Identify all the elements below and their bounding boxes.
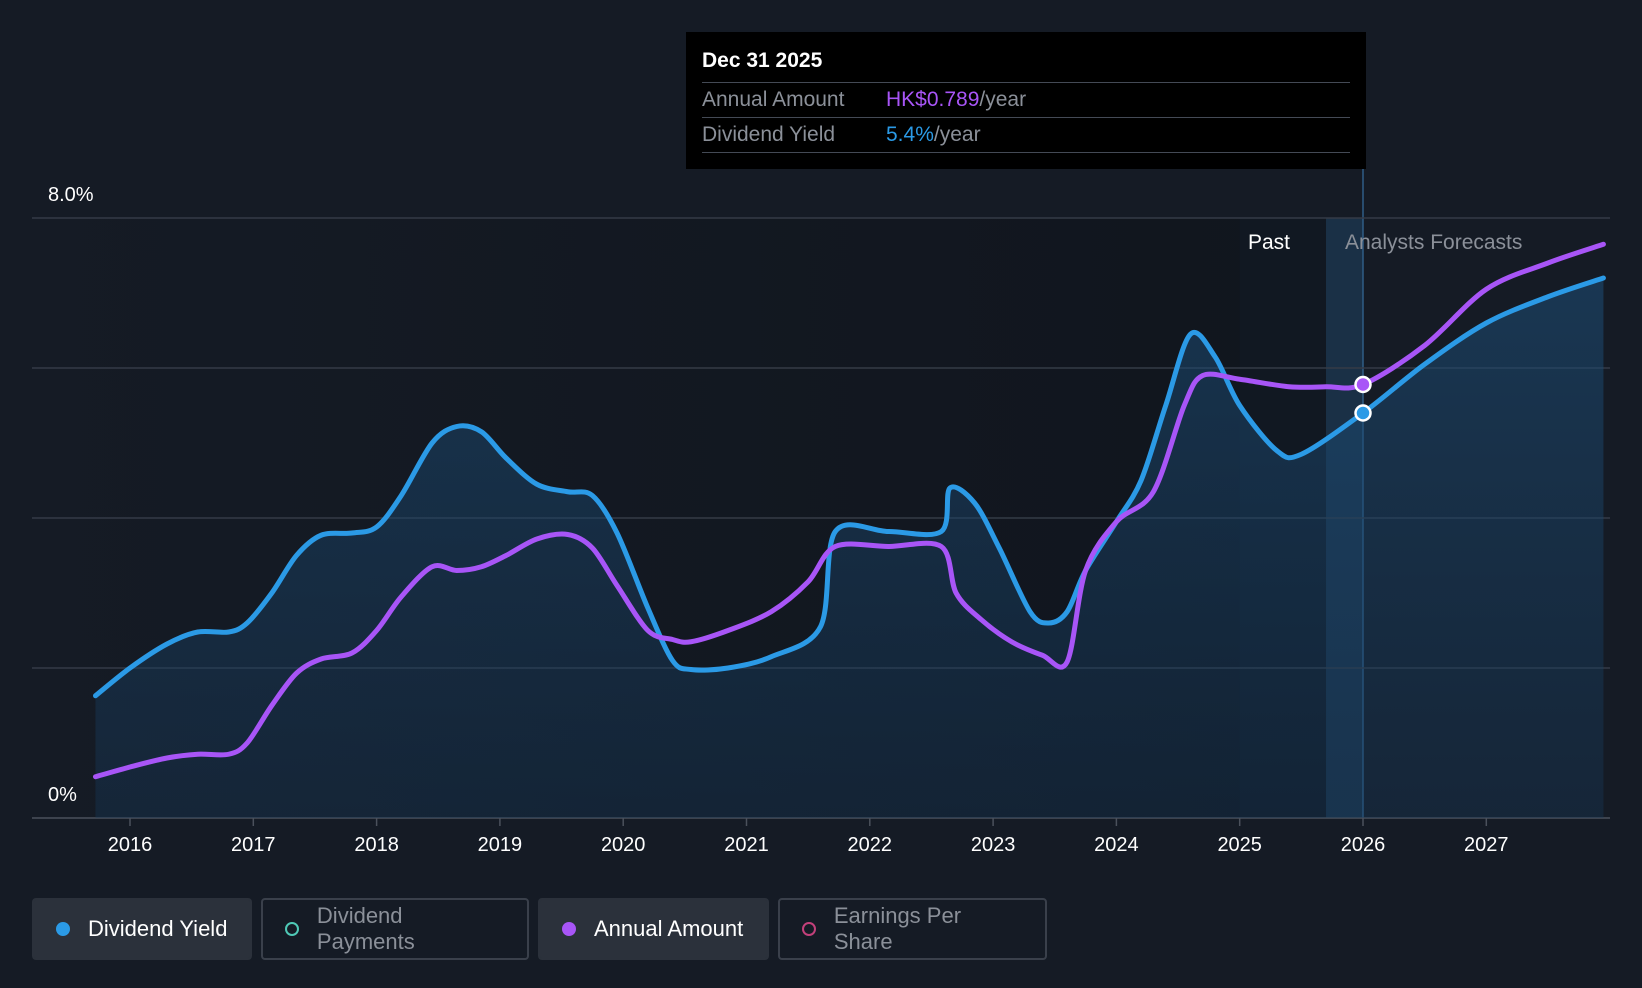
x-tick-label: 2019 [478,834,523,856]
tooltip-label: Dividend Yield [702,123,836,146]
x-tick-label: 2022 [848,834,893,856]
x-tick-label: 2020 [601,834,646,856]
tooltip-unit: /year [979,88,1027,111]
tooltip-label: Annual Amount [702,88,845,111]
tooltip-value: 5.4% [886,123,934,146]
x-tick-label: 2017 [231,834,276,856]
x-tick-label: 2023 [971,834,1016,856]
legend-ring-icon [802,922,816,936]
tooltip-unit: /year [933,123,981,146]
chart-tooltip: Dec 31 2025 Annual Amount HK$0.789 /year… [686,32,1366,169]
y-axis-top-label: 8.0% [48,184,94,206]
x-tick-label: 2026 [1341,834,1386,856]
forecast-region-label: Analysts Forecasts [1345,231,1522,254]
legend-earnings-per-share[interactable]: Earnings Per Share [778,898,1047,960]
annual_amount-marker [1354,375,1372,394]
legend-label: Dividend Payments [316,903,415,954]
dividend_yield-area [95,278,1604,818]
chart-legend: Dividend Yield Dividend Payments Annual … [32,898,1047,960]
dividend_yield-marker [1354,404,1372,422]
x-tick-label: 2024 [1094,834,1139,856]
x-tick-label: 2027 [1464,834,1509,856]
x-tick-label: 2021 [724,834,769,856]
legend-dividend-yield[interactable]: Dividend Yield [32,898,252,960]
legend-dot-icon [562,922,576,936]
annual_amount-line [92,241,1606,780]
x-tick-label: 2016 [108,834,153,856]
legend-label: Dividend Yield [88,916,228,941]
past-region-label: Past [1248,231,1290,254]
legend-label: Earnings Per Share [833,903,962,954]
legend-annual-amount[interactable]: Annual Amount [538,898,769,960]
tooltip-row-dividend-yield: Dividend Yield 5.4% /year [702,118,1350,153]
x-tick-label: 2025 [1217,834,1262,856]
legend-dot-icon [56,922,70,936]
legend-dividend-payments[interactable]: Dividend Payments [261,898,529,960]
tooltip-row-annual-amount: Annual Amount HK$0.789 /year [702,83,1350,118]
y-axis-bottom-label: 0% [48,784,77,806]
x-tick-label: 2018 [354,834,399,856]
dividend_yield-line [92,275,1606,699]
legend-label: Annual Amount [594,916,744,941]
legend-ring-icon [285,922,299,936]
tooltip-value: HK$0.789 [886,88,980,111]
tooltip-date: Dec 31 2025 [702,46,1350,83]
